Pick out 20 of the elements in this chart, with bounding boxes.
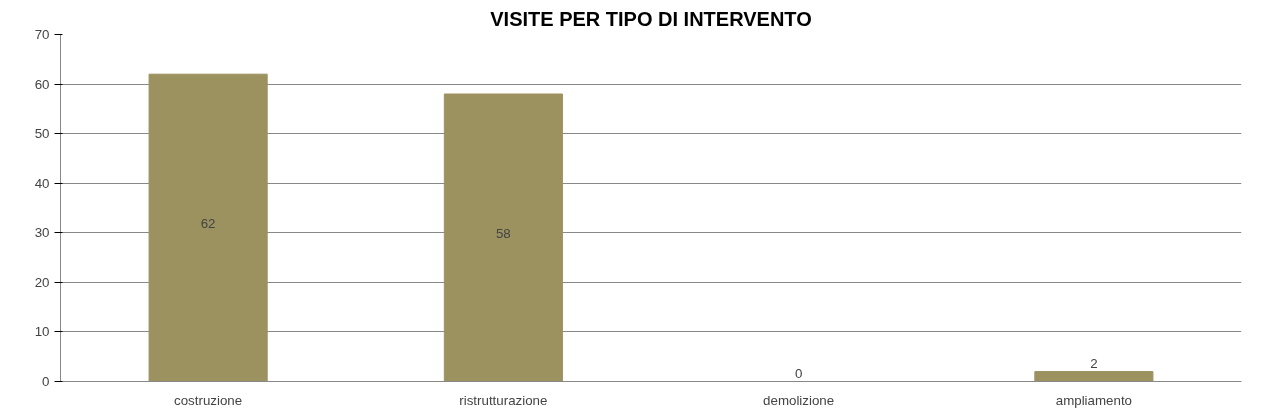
x-tick-label: ampliamento bbox=[1055, 392, 1133, 408]
data-label: 0 bbox=[794, 366, 803, 382]
x-tick-label: ristrutturazione bbox=[459, 392, 548, 408]
chart-title: VISITE PER TIPO DI INTERVENTO bbox=[490, 7, 812, 30]
bar bbox=[148, 73, 268, 382]
y-tick-label: 0 bbox=[42, 374, 50, 389]
data-label: 58 bbox=[495, 225, 511, 241]
y-tick-label: 20 bbox=[34, 274, 50, 290]
y-tick-label: 50 bbox=[34, 126, 50, 142]
y-tick-label: 40 bbox=[34, 175, 50, 191]
y-tick-label: 60 bbox=[34, 76, 50, 92]
y-tick-label: 70 bbox=[34, 27, 50, 42]
y-tick-label: 10 bbox=[34, 324, 50, 340]
data-label: 2 bbox=[1090, 356, 1098, 372]
x-tick-label: costruzione bbox=[174, 392, 243, 408]
bar bbox=[443, 93, 563, 382]
y-tick-label: 30 bbox=[34, 225, 50, 241]
data-label: 62 bbox=[200, 215, 216, 231]
bar bbox=[1034, 371, 1154, 382]
x-tick-label: demolizione bbox=[763, 392, 835, 408]
